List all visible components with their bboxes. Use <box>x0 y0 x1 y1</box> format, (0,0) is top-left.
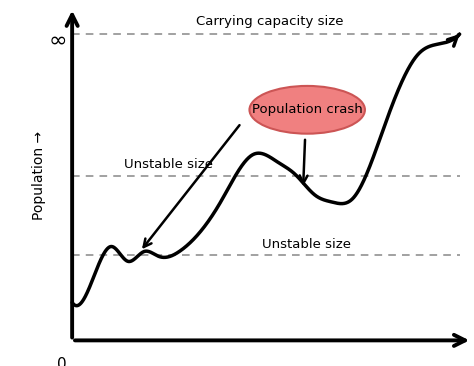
Text: Unstable size: Unstable size <box>262 238 351 251</box>
Text: Unstable size: Unstable size <box>124 158 213 171</box>
Text: Carrying capacity size: Carrying capacity size <box>196 15 344 28</box>
Text: Population crash: Population crash <box>252 103 363 116</box>
Ellipse shape <box>249 86 365 134</box>
Text: Population →: Population → <box>32 131 46 220</box>
Text: 0: 0 <box>57 357 67 366</box>
Text: ∞: ∞ <box>48 31 67 51</box>
